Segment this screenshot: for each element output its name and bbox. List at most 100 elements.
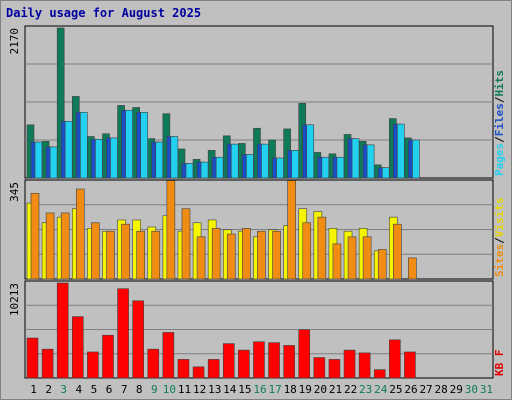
bar-pages-day-25 <box>397 123 405 179</box>
x-tick-label-day-11: 11 <box>178 383 191 396</box>
x-tick-label-day-2: 2 <box>45 383 52 396</box>
bar-kb-f-day-1 <box>26 337 39 379</box>
bar-kb-f-day-15 <box>238 349 250 379</box>
bar-sites-day-26 <box>408 257 417 280</box>
bar-kb-f-day-22 <box>343 349 356 379</box>
right-label-part: Pages <box>493 143 506 176</box>
panel-hits-pages-files: 2170 Pages/Files/Hits <box>8 25 506 179</box>
bar-sites-day-13 <box>211 228 221 280</box>
bar-sites-day-16 <box>257 230 266 280</box>
x-tick-label-day-24: 24 <box>374 383 388 396</box>
x-tick-label-day-14: 14 <box>223 383 237 396</box>
bar-kb-f-day-23 <box>358 352 371 379</box>
right-label-part: Sites <box>493 244 506 277</box>
bar-pages-day-1 <box>34 141 43 179</box>
bar-kb-f-day-16 <box>253 341 265 379</box>
bar-pages-day-13 <box>215 156 224 179</box>
panel-visits-sites: 345 Sites/Visits <box>8 179 506 280</box>
bar-kb-f-day-3 <box>56 282 69 379</box>
right-label-part: Visits <box>493 198 506 238</box>
bar-kb-f-day-9 <box>147 348 160 379</box>
bar-pages-day-3 <box>64 121 73 179</box>
x-tick-label-day-17: 17 <box>268 383 281 396</box>
bar-pages-day-22 <box>351 138 360 179</box>
bar-kb-f-day-11 <box>177 359 190 379</box>
right-axis-label: Sites/Visits <box>493 198 506 278</box>
bar-sites-day-15 <box>242 228 251 280</box>
x-tick-label-day-6: 6 <box>106 383 113 396</box>
bar-pages-day-12 <box>200 161 209 179</box>
x-tick-label-day-19: 19 <box>299 383 312 396</box>
bar-kb-f-day-12 <box>192 366 205 379</box>
x-tick-label-day-12: 12 <box>193 383 206 396</box>
bar-kb-f-day-7 <box>117 288 129 379</box>
x-tick-label-day-3: 3 <box>60 383 67 396</box>
bar-kb-f-day-17 <box>268 342 280 379</box>
y-max-label: 2170 <box>8 28 21 55</box>
bar-sites-day-11 <box>181 208 191 280</box>
right-axis-label: Pages/Files/Hits <box>493 70 506 176</box>
bar-sites-day-18 <box>287 180 296 280</box>
bar-sites-day-3 <box>60 212 70 280</box>
x-tick-label-day-28: 28 <box>435 383 448 396</box>
x-tick-label-day-13: 13 <box>208 383 221 396</box>
bar-pages-day-8 <box>140 112 148 179</box>
x-tick-label-day-20: 20 <box>314 383 327 396</box>
right-label-part: KB F <box>493 350 506 377</box>
bar-kb-f-day-4 <box>71 316 84 379</box>
x-tick-label-day-4: 4 <box>76 383 83 396</box>
x-tick-label-day-8: 8 <box>136 383 143 396</box>
x-tick-label-day-21: 21 <box>329 383 342 396</box>
bar-hits-day-3 <box>56 27 65 179</box>
bar-pages-day-23 <box>366 144 375 179</box>
bar-pages-day-4 <box>79 112 88 179</box>
bar-sites-day-8 <box>136 230 145 280</box>
bar-pages-day-16 <box>261 143 269 179</box>
x-tick-label-day-18: 18 <box>284 383 297 396</box>
bar-kb-f-day-20 <box>313 357 326 379</box>
bar-pages-day-14 <box>230 143 239 179</box>
bar-pages-day-21 <box>336 156 345 179</box>
bar-pages-day-5 <box>95 138 103 179</box>
panel-kbf: 10213 KB F <box>8 280 506 379</box>
bar-pages-day-26 <box>412 139 420 179</box>
bar-pages-day-24 <box>381 167 390 179</box>
right-label-part: Files <box>493 103 506 136</box>
x-tick-label-day-10: 10 <box>163 383 176 396</box>
x-tick-label-day-23: 23 <box>359 383 372 396</box>
x-tick-label-day-27: 27 <box>419 383 432 396</box>
bar-sites-day-17 <box>272 230 281 280</box>
bar-pages-day-10 <box>170 136 179 179</box>
bar-sites-day-7 <box>121 223 130 280</box>
x-tick-label-day-15: 15 <box>238 383 251 396</box>
x-tick-label-day-29: 29 <box>450 383 463 396</box>
x-tick-label-day-26: 26 <box>404 383 417 396</box>
x-tick-label-day-25: 25 <box>389 383 402 396</box>
bar-pages-day-9 <box>155 141 164 179</box>
bar-kb-f-day-19 <box>298 329 311 379</box>
bar-kb-f-day-13 <box>207 359 220 379</box>
bar-sites-day-1 <box>30 192 40 280</box>
bar-sites-day-21 <box>332 243 342 280</box>
bar-sites-day-4 <box>75 188 85 280</box>
y-max-label: 345 <box>8 182 21 202</box>
x-tick-label-day-9: 9 <box>151 383 158 396</box>
bar-sites-day-14 <box>226 233 236 280</box>
bar-pages-day-7 <box>125 109 133 179</box>
bar-pages-day-18 <box>291 150 299 179</box>
bar-kb-f-day-8 <box>132 300 144 379</box>
right-label-part: Hits <box>493 70 506 97</box>
bar-kb-f-day-26 <box>404 351 416 379</box>
bar-sites-day-22 <box>347 236 357 280</box>
bar-pages-day-15 <box>246 154 254 179</box>
bar-kb-f-day-18 <box>283 345 295 379</box>
bar-sites-day-12 <box>196 236 206 280</box>
bar-kb-f-day-25 <box>389 339 401 379</box>
x-axis-day-labels: 1 2 3 4 5 6 7 8 9 10 11 12 13 14 15 16 17 18 19 20 21 22 23 24 2… <box>30 383 493 396</box>
x-tick-label-day-1: 1 <box>30 383 37 396</box>
right-axis-label: KB F <box>493 350 506 377</box>
bar-sites-day-19 <box>302 222 312 280</box>
bar-kb-f-day-10 <box>162 332 175 379</box>
bar-sites-day-9 <box>151 230 161 280</box>
